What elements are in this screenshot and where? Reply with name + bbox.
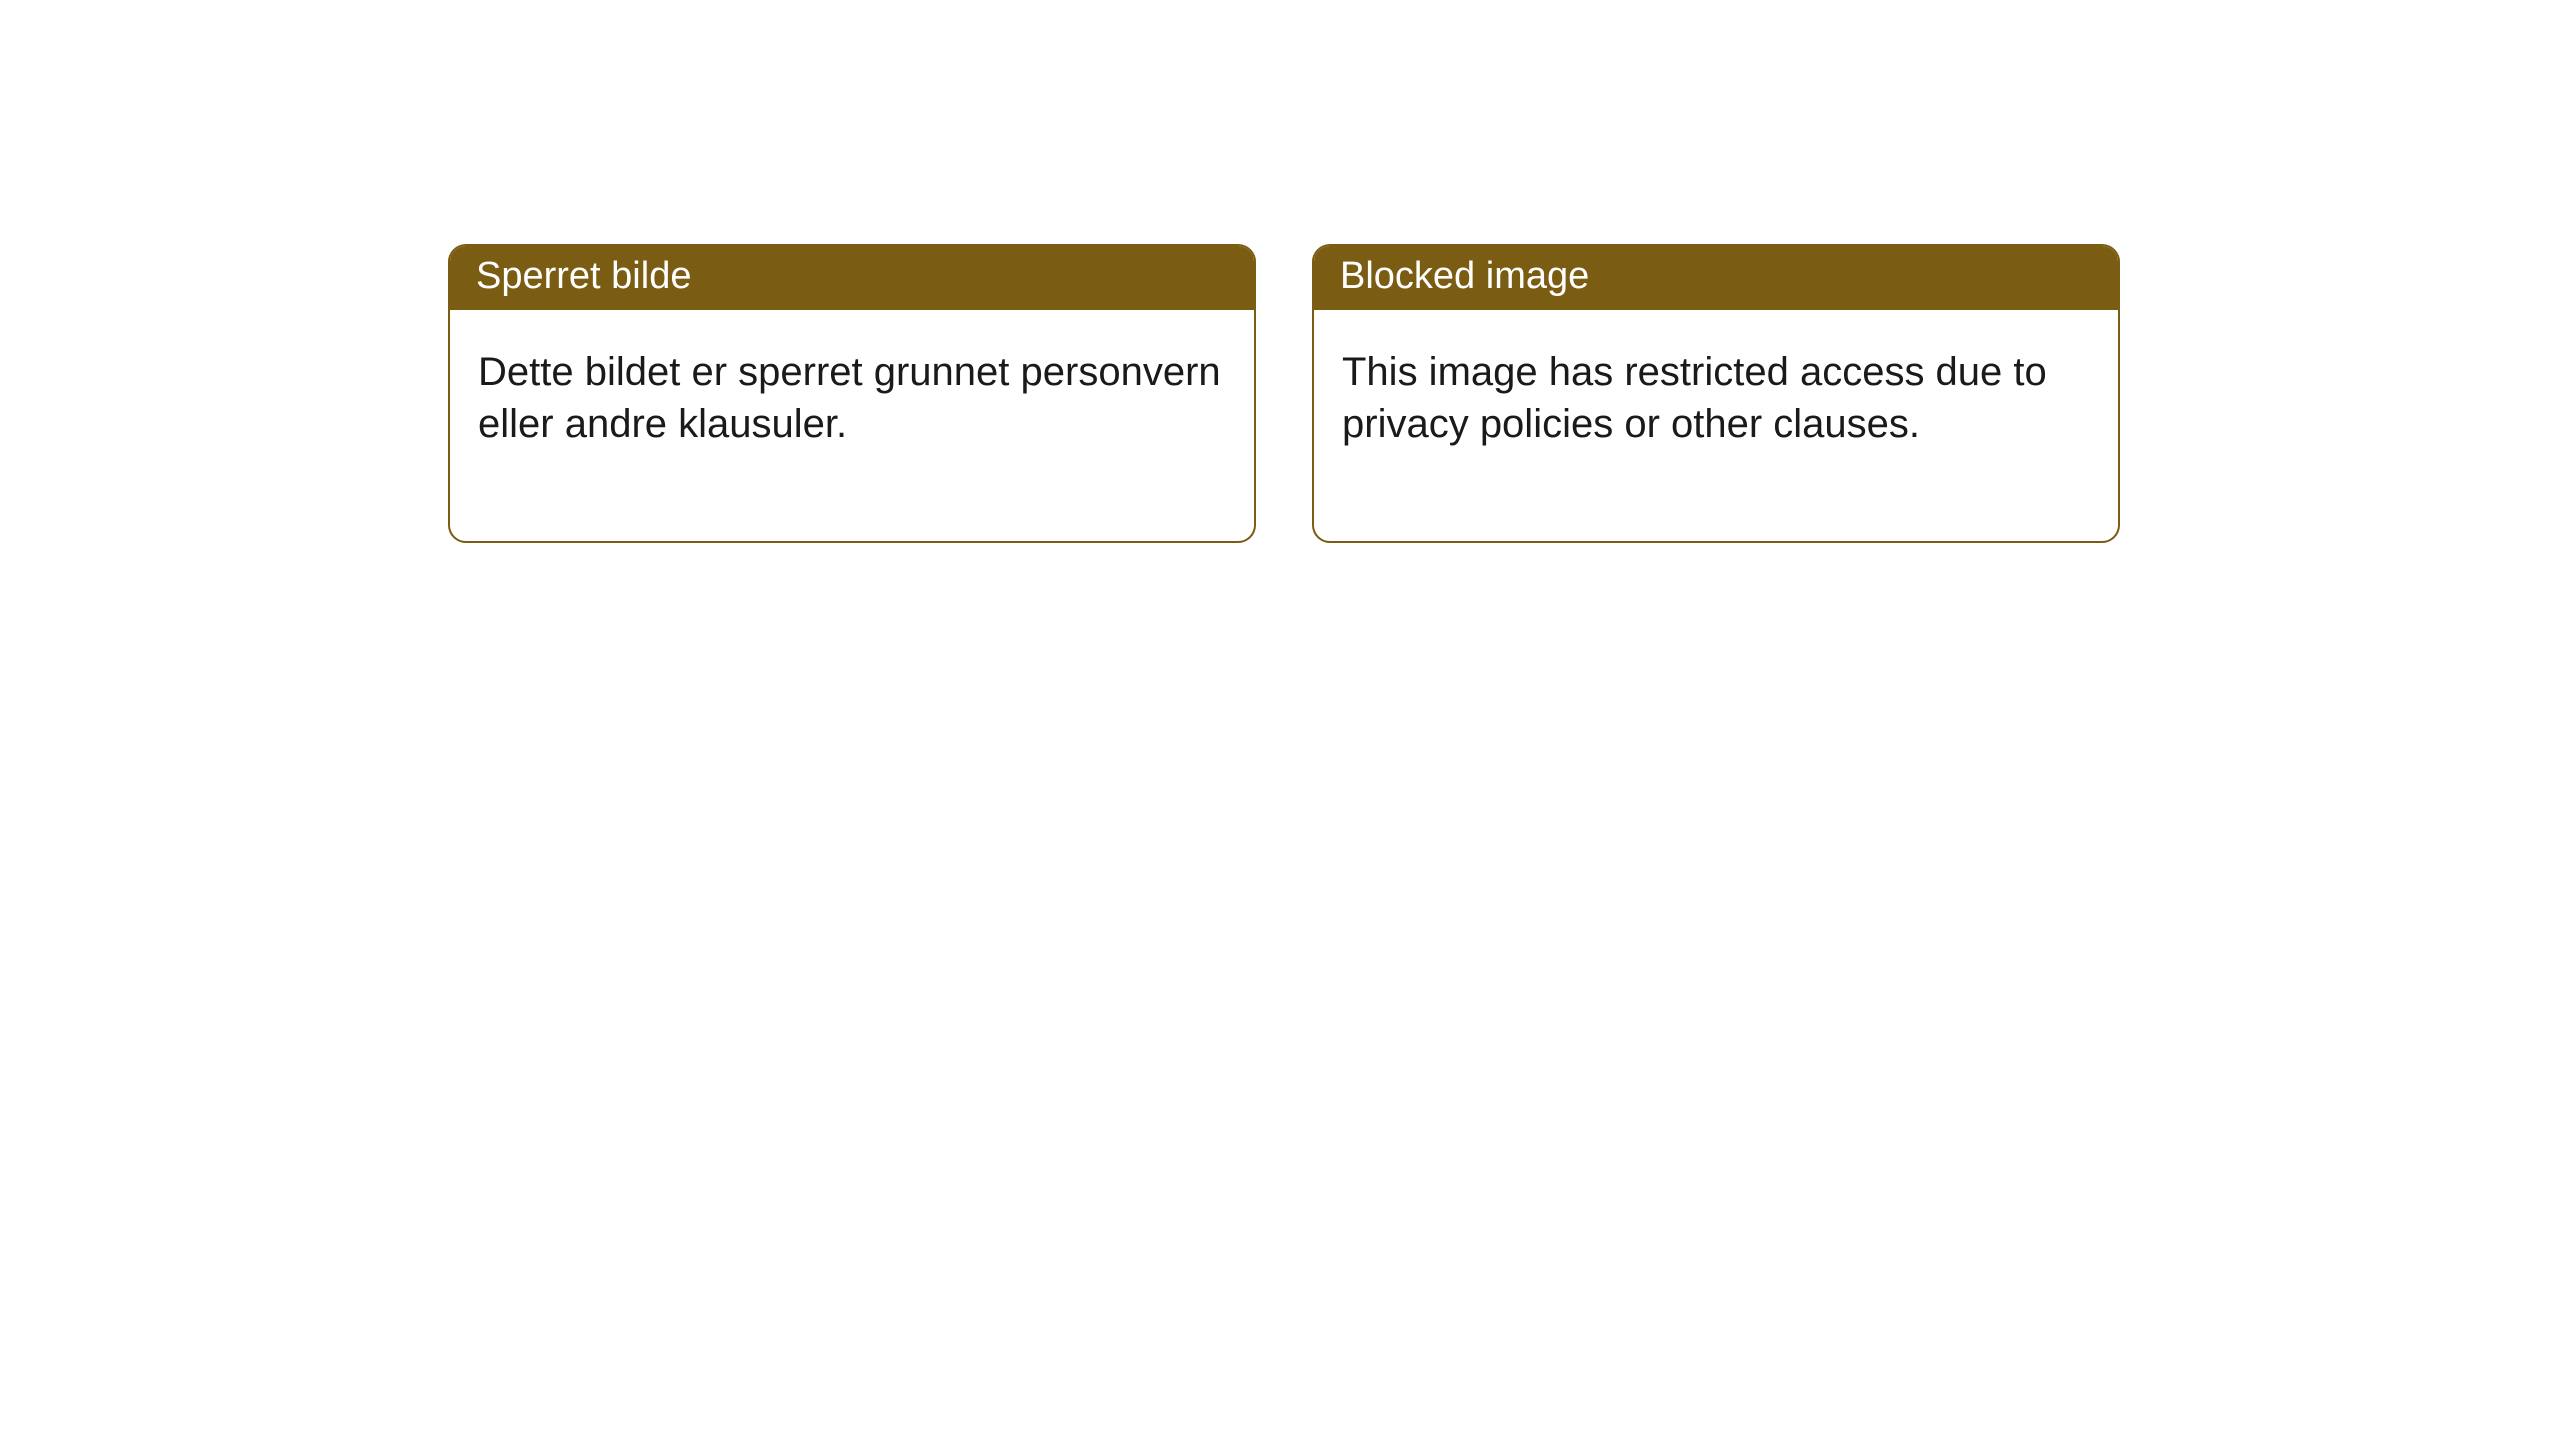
notice-card-body: This image has restricted access due to … [1314,310,2118,542]
notice-card-title: Blocked image [1314,246,2118,310]
notice-card-body: Dette bildet er sperret grunnet personve… [450,310,1254,542]
notice-container: Sperret bilde Dette bildet er sperret gr… [0,0,2560,543]
notice-card-english: Blocked image This image has restricted … [1312,244,2120,543]
notice-card-title: Sperret bilde [450,246,1254,310]
notice-card-norwegian: Sperret bilde Dette bildet er sperret gr… [448,244,1256,543]
